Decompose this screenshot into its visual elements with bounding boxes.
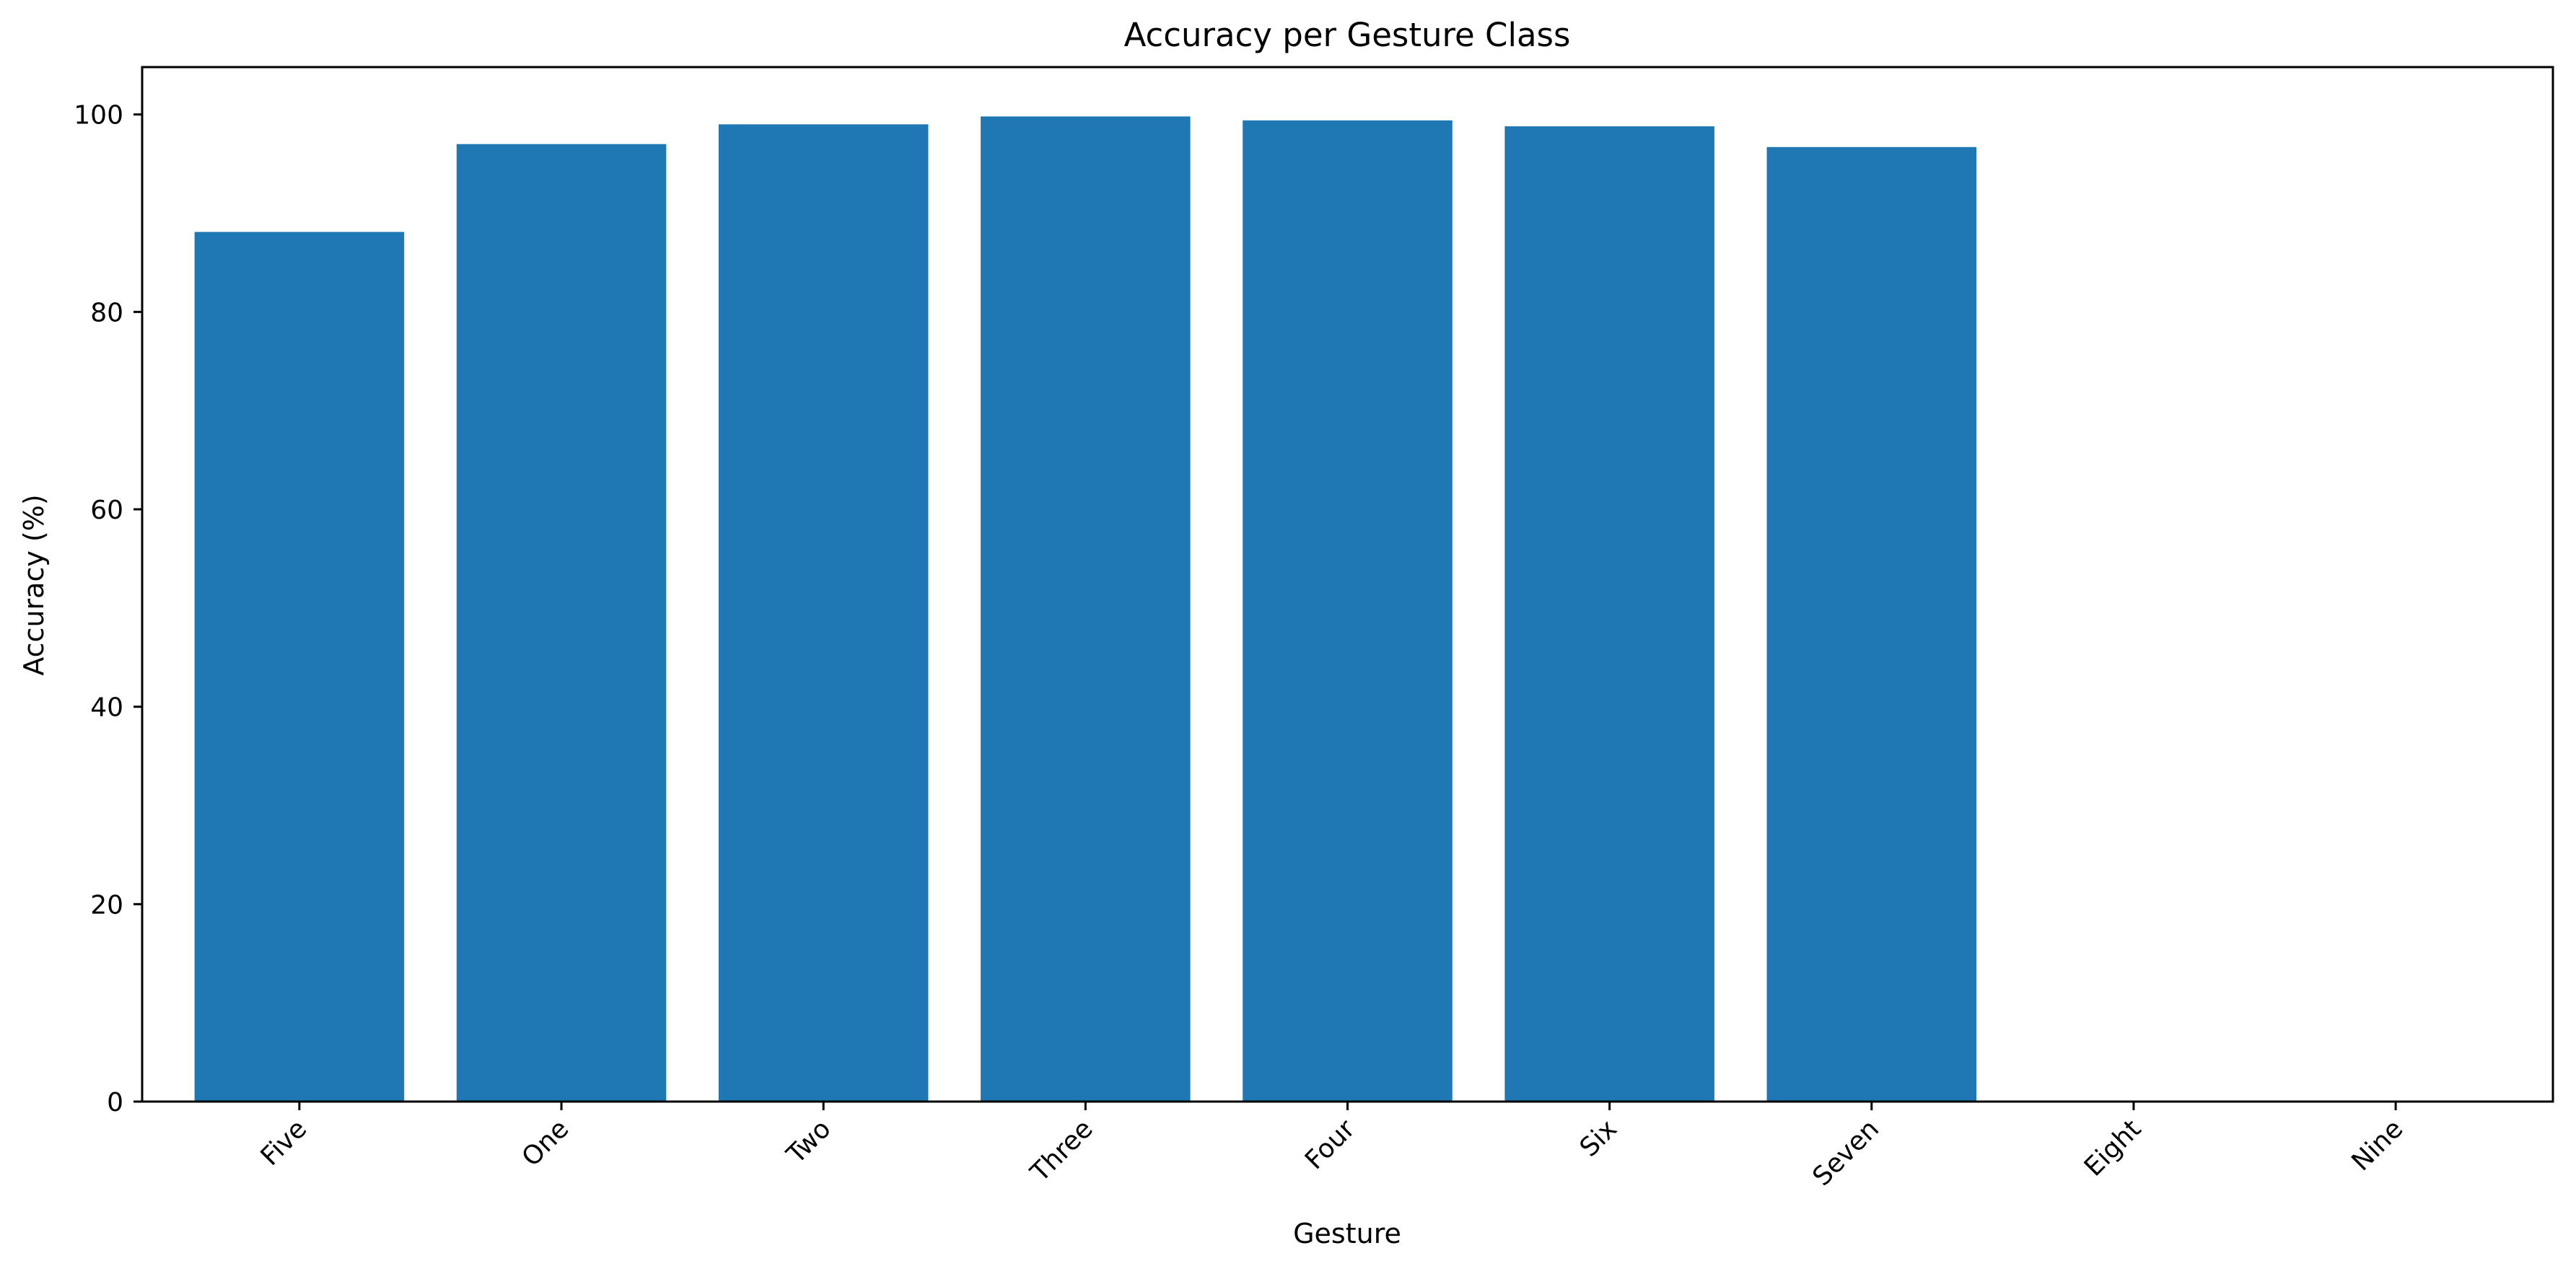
x-tick-label-four: Four [1300,1114,1361,1175]
bars-layer [194,116,1977,1102]
x-axis-label: Gesture [1293,1218,1401,1249]
x-tick-label-six: Six [1574,1114,1623,1162]
y-tick-label-60: 60 [90,496,123,525]
ticks-layer: 0 20 40 60 80 100 Five One Two Three Four Six Seven E… [74,101,2409,1192]
x-tick-label-two: Two [781,1114,836,1169]
bar-two [718,124,929,1102]
y-tick-label-0: 0 [107,1088,123,1117]
y-tick-label-100: 100 [74,101,123,131]
bar-four [1243,120,1453,1102]
bar-five [194,232,405,1102]
y-tick-label-20: 20 [90,890,123,920]
x-tick-label-three: Three [1025,1114,1099,1188]
y-tick-label-80: 80 [90,298,123,328]
x-tick-label-eight: Eight [2079,1114,2147,1182]
x-tick-label-five: Five [255,1114,313,1172]
chart-title: Accuracy per Gesture Class [1124,16,1571,54]
y-axis-label: Accuracy (%) [18,494,50,675]
bar-six [1504,126,1714,1102]
x-tick-label-seven: Seven [1807,1114,1885,1192]
bar-three [981,116,1191,1102]
bar-one [456,144,667,1102]
y-tick-label-40: 40 [90,693,123,723]
x-tick-label-nine: Nine [2347,1114,2409,1177]
x-tick-label-one: One [517,1114,575,1172]
bar-seven [1766,146,1977,1102]
